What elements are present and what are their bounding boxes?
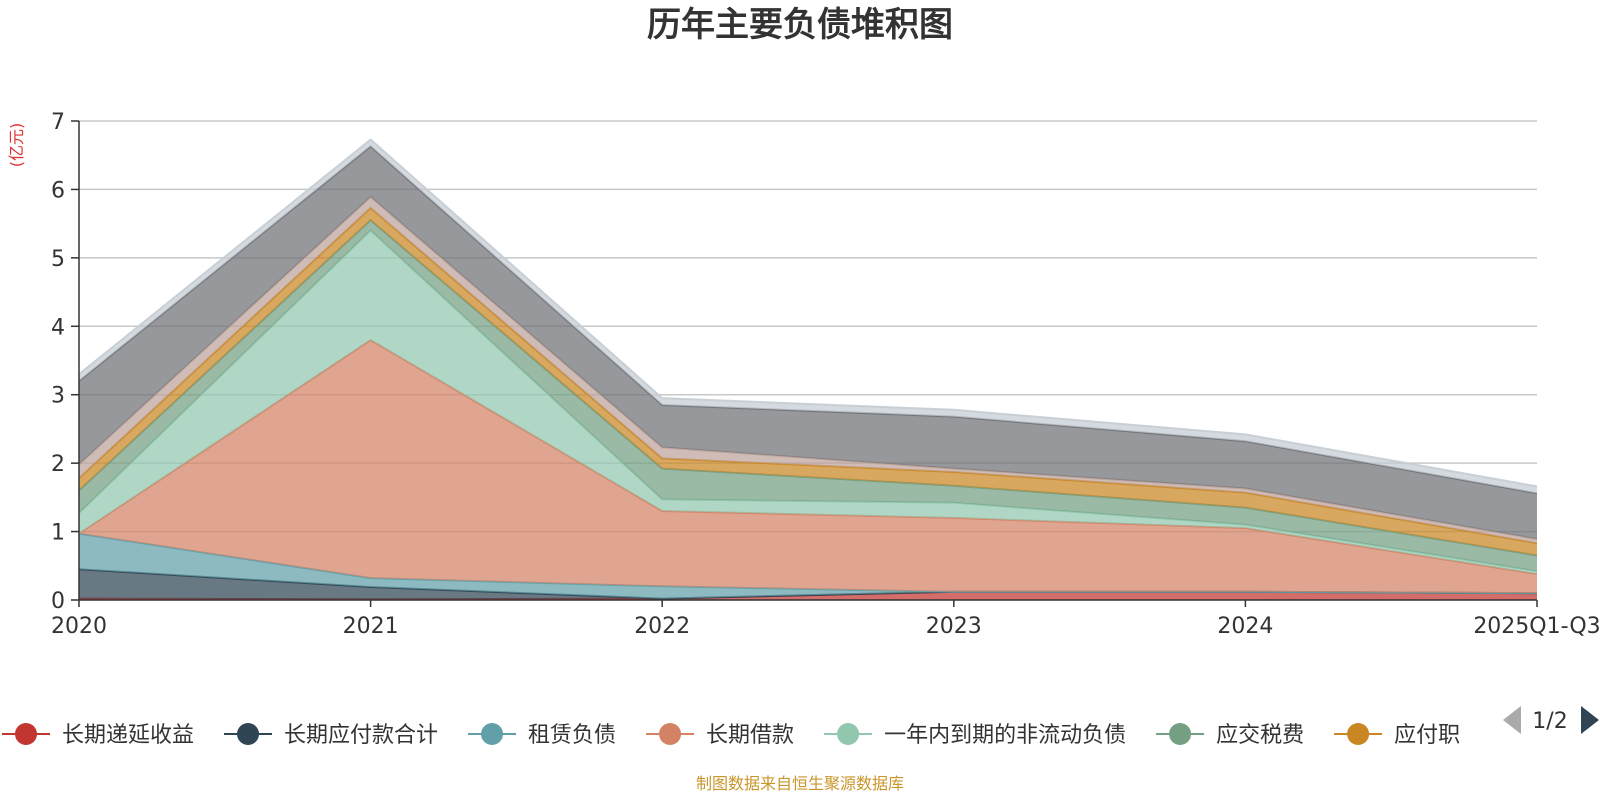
legend-item[interactable]: 租赁负债 <box>468 723 616 748</box>
x-tick-label: 2023 <box>926 614 982 639</box>
x-tick-label: 2025Q1-Q3 <box>1473 614 1600 639</box>
legend-item[interactable]: 长期递延收益 <box>2 723 194 748</box>
area-series-4 <box>79 230 1537 574</box>
area-series-group <box>78 138 1538 601</box>
legend-label: 应交税费 <box>1216 723 1304 748</box>
area-series-9-edge <box>78 138 1538 488</box>
legend-next-page-icon[interactable] <box>1581 706 1599 734</box>
area-series-6 <box>79 207 1537 556</box>
legend-label: 长期递延收益 <box>62 723 194 748</box>
legend-item[interactable]: 长期应付款合计 <box>224 723 438 748</box>
legend-marker-icon <box>481 723 504 745</box>
y-tick-label: 2 <box>51 452 65 477</box>
legend-item[interactable]: 一年内到期的非流动负债 <box>824 723 1126 748</box>
axes: 0 1 2 3 4 5 6 7 2020 2021 2022 2023 2024 2025Q1-Q3 <box>51 110 1600 639</box>
y-tick-label: 7 <box>51 110 65 135</box>
legend-item[interactable]: 应付职 <box>1334 723 1460 748</box>
legend-label: 一年内到期的非流动负债 <box>884 723 1126 748</box>
area-series-1 <box>79 569 1537 600</box>
legend-item[interactable]: 长期借款 <box>646 723 794 748</box>
area-series-3 <box>79 340 1537 594</box>
legend-marker-icon <box>837 723 860 745</box>
x-tick-label: 2022 <box>634 614 690 639</box>
x-tick-label: 2020 <box>51 614 107 639</box>
legend-prev-page-icon[interactable] <box>1503 706 1521 734</box>
legend-marker-icon <box>15 723 37 745</box>
y-tick-label: 5 <box>51 247 65 272</box>
legend-marker-icon <box>1169 723 1192 745</box>
legend-label: 长期借款 <box>706 723 794 748</box>
y-axis-unit-label: (亿元) <box>7 123 26 168</box>
legend-item[interactable]: 应交税费 <box>1156 723 1304 748</box>
area-series-2 <box>79 533 1537 599</box>
legend-marker-icon <box>659 723 682 745</box>
legend: 长期递延收益 长期应付款合计 租赁负债 长期借款 一年内到期的非流动负债 应交税费 应付职 <box>2 723 1460 748</box>
x-tick-label: 2024 <box>1217 614 1273 639</box>
area-series-8 <box>79 146 1537 540</box>
y-tick-label: 3 <box>51 384 65 409</box>
chart-title: 历年主要负债堆积图 <box>647 5 953 45</box>
legend-label: 租赁负债 <box>528 723 616 748</box>
data-source-note: 制图数据来自恒生聚源数据库 <box>696 774 904 793</box>
legend-marker-icon <box>1347 723 1370 745</box>
area-series-5 <box>79 220 1537 572</box>
y-tick-label: 6 <box>51 178 65 203</box>
legend-marker-icon <box>237 723 260 745</box>
legend-pager: 1/2 <box>1503 706 1599 734</box>
x-tick-label: 2021 <box>343 614 399 639</box>
area-series-4-edge <box>78 229 1538 573</box>
legend-label: 长期应付款合计 <box>284 723 438 748</box>
y-tick-label: 1 <box>51 521 65 546</box>
y-tick-label: 0 <box>51 589 65 614</box>
legend-page-indicator: 1/2 <box>1532 709 1567 734</box>
y-tick-label: 4 <box>51 315 65 340</box>
legend-label: 应付职 <box>1394 723 1460 748</box>
